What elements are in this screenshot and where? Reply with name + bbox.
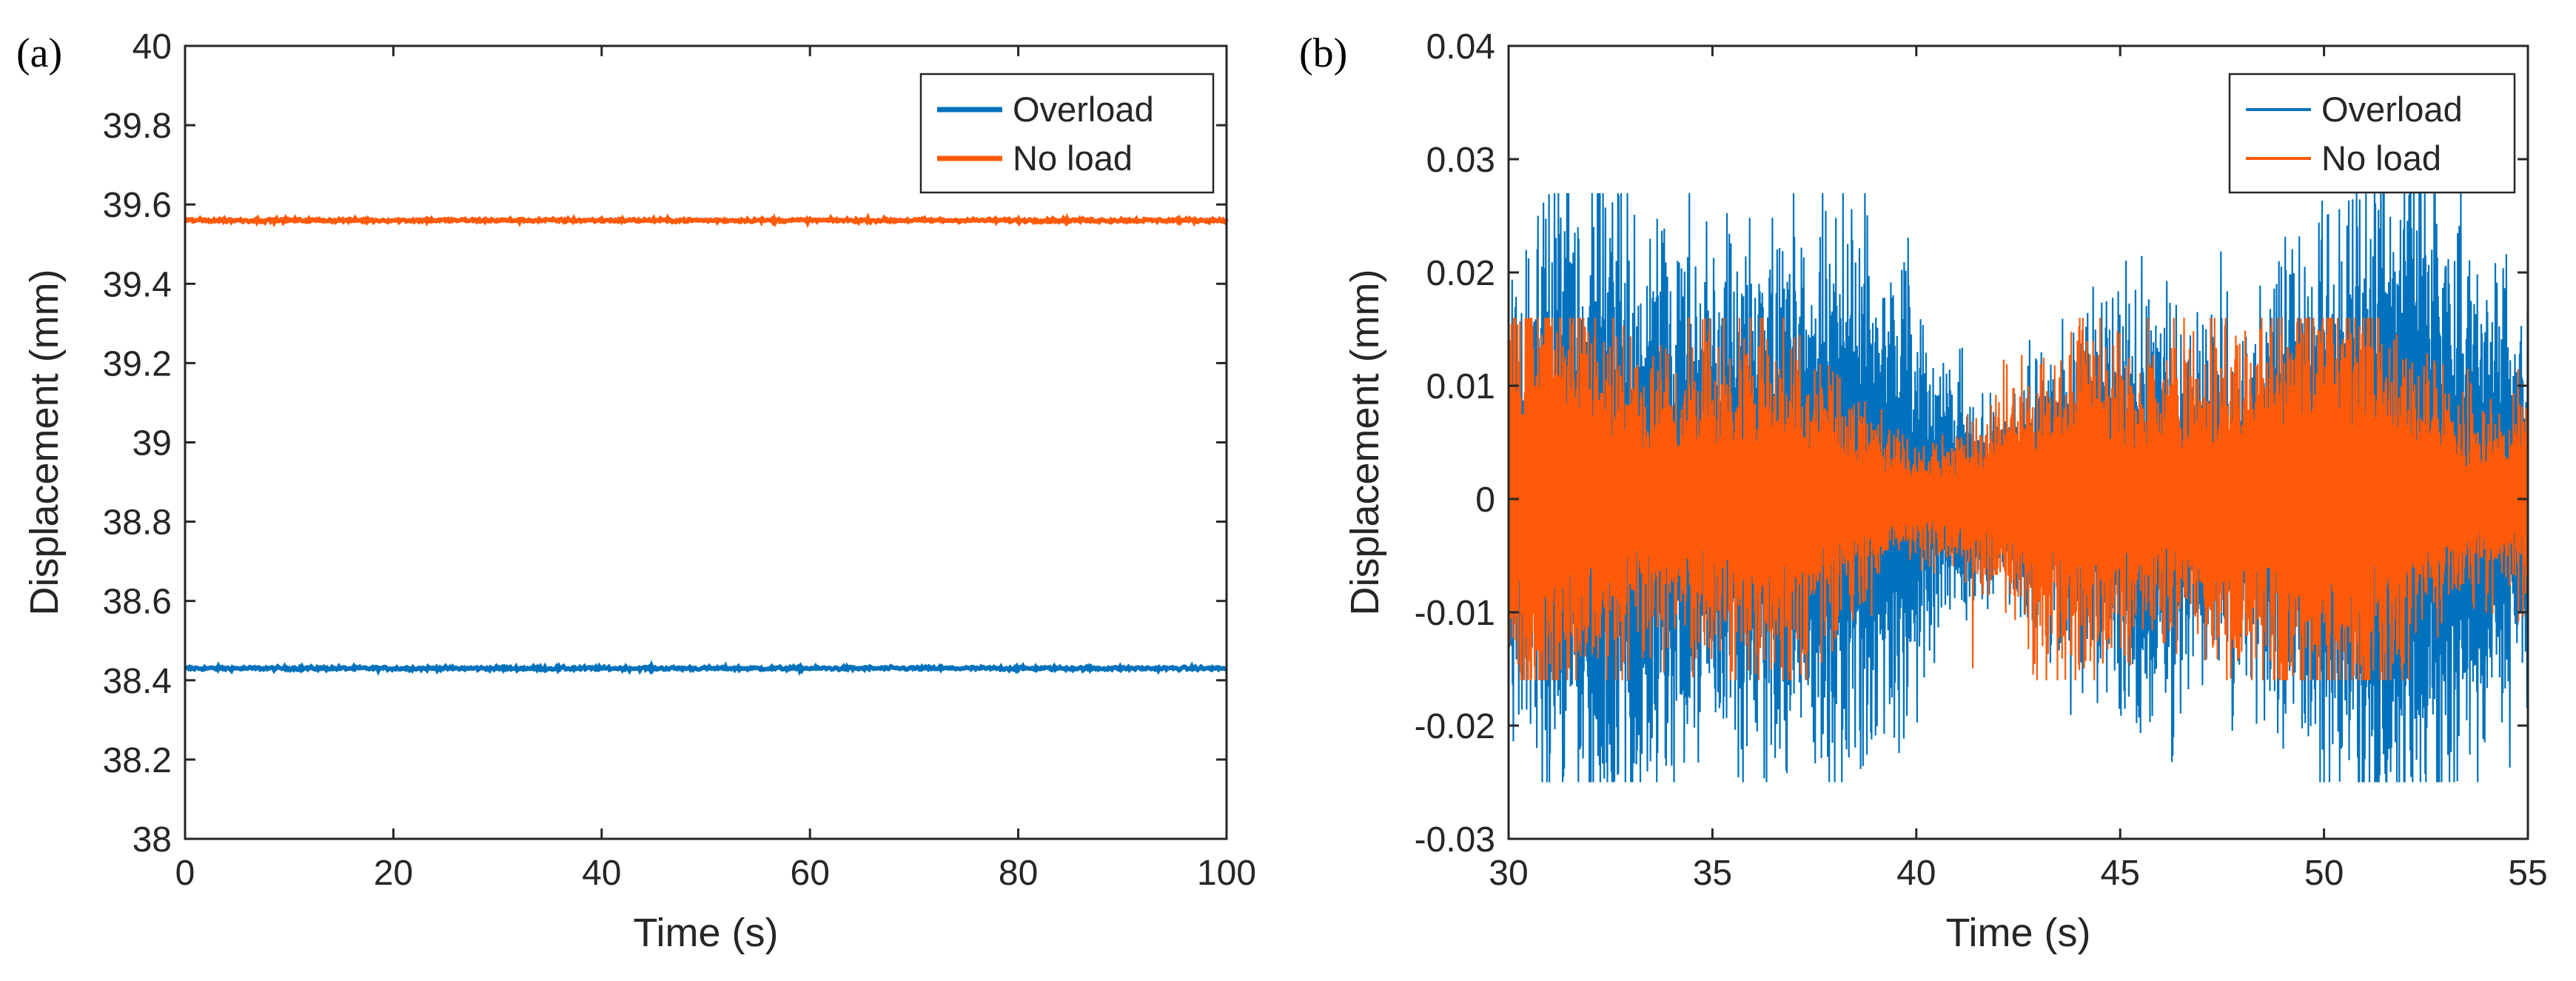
- series-line-no-load: [184, 212, 1229, 229]
- chart-panel-a: (a) 0 20 40 60 80 100 38 38.2 38.4 38.6 38.8 39 39.2 3…: [16, 27, 1256, 955]
- y-tick-label: 0.01: [1426, 367, 1495, 406]
- y-tick-label: 38.4: [103, 662, 172, 701]
- y-tick-label: 38.6: [103, 583, 172, 622]
- legend: Overload No load: [2228, 73, 2516, 194]
- x-tick-label: 30: [1489, 854, 1528, 893]
- y-tick-label: 38.2: [103, 741, 172, 780]
- legend-box: [919, 73, 1215, 194]
- x-tick-label: 100: [1197, 854, 1256, 893]
- y-tick-label: -0.03: [1415, 820, 1495, 860]
- y-tick-label: 0: [1475, 481, 1495, 520]
- y-tick-label: 0.04: [1426, 27, 1495, 67]
- plot-area: [184, 212, 1229, 677]
- x-tick-label: 50: [2304, 854, 2344, 893]
- x-tick-label: 60: [791, 854, 830, 893]
- y-tick-label: -0.02: [1415, 707, 1495, 746]
- chart-panel-b: (b) 30 35 40 45 50 55 -0.03 -0.02 -0.01 0 0.01 0.02 0…: [1299, 27, 2548, 955]
- y-tick-label: 39: [133, 424, 172, 463]
- x-axis-label: Time (s): [1946, 911, 2091, 955]
- x-tick-label: 20: [374, 854, 413, 893]
- y-tick-label: 38: [133, 820, 172, 860]
- panel-label: (b): [1299, 30, 1347, 76]
- y-tick-label: 38.8: [103, 503, 172, 543]
- y-tick-label: -0.01: [1415, 594, 1495, 633]
- x-tick-label: 80: [999, 854, 1038, 893]
- x-tick-label: 0: [175, 854, 195, 893]
- x-axis-label: Time (s): [634, 911, 779, 955]
- legend-box: [2228, 73, 2516, 194]
- x-tick-label: 35: [1693, 854, 1732, 893]
- y-tick-label: 0.02: [1426, 254, 1495, 293]
- y-axis-label: Displacement (mm): [22, 269, 67, 615]
- legend-label: Overload: [1013, 90, 1154, 129]
- legend-label: No load: [1013, 138, 1133, 178]
- plot-area: [1507, 192, 2529, 783]
- legend-label: Overload: [2321, 90, 2463, 129]
- x-tick-label: 40: [582, 854, 621, 893]
- y-tick-label: 0.03: [1426, 141, 1495, 180]
- y-tick-label: 39.6: [103, 186, 172, 225]
- series-line-overload: [184, 660, 1228, 677]
- x-tick-label: 40: [1896, 854, 1936, 893]
- y-tick-label: 40: [133, 27, 172, 67]
- y-tick-label: 39.4: [103, 265, 172, 304]
- x-tick-label: 55: [2508, 854, 2547, 893]
- x-tick-label: 45: [2101, 854, 2140, 893]
- y-axis-label: Displacement (mm): [1343, 269, 1387, 615]
- axes-box: [1507, 44, 2529, 840]
- legend: Overload No load: [919, 73, 1215, 194]
- y-tick-label: 39.8: [103, 107, 172, 146]
- y-tick-label: 39.2: [103, 344, 172, 384]
- panel-label: (a): [16, 30, 62, 76]
- legend-label: No load: [2321, 138, 2441, 178]
- series-line-no-load: [1507, 318, 2529, 680]
